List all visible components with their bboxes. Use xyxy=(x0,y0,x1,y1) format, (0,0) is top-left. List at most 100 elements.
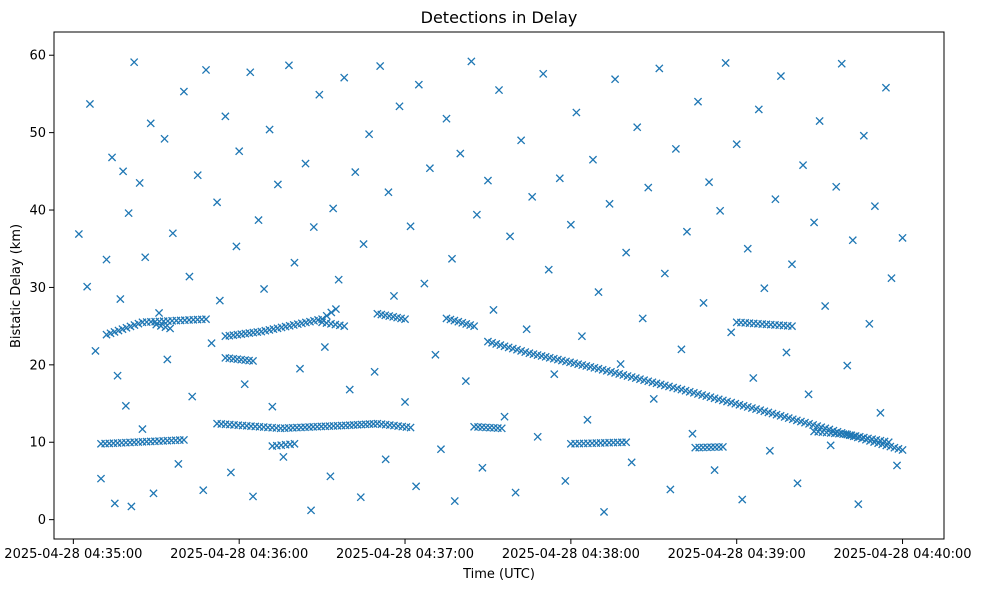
data-point xyxy=(235,147,244,156)
data-point xyxy=(161,323,170,332)
data-point xyxy=(174,459,183,468)
data-point xyxy=(627,458,636,467)
data-point xyxy=(376,61,385,71)
data-point xyxy=(583,415,592,424)
plot-frame xyxy=(53,31,945,540)
x-tick-label: 2025-04-28 04:36:00 xyxy=(170,547,308,562)
data-point xyxy=(160,134,169,143)
data-point xyxy=(420,279,429,288)
chart-title: Detections in Delay xyxy=(421,8,578,27)
data-point xyxy=(290,258,299,267)
data-point xyxy=(279,452,288,462)
data-point xyxy=(533,432,542,441)
data-markers xyxy=(74,57,907,516)
data-point xyxy=(810,218,819,227)
data-point xyxy=(166,324,175,333)
data-point xyxy=(185,272,194,281)
data-point xyxy=(898,233,907,242)
data-point xyxy=(254,216,263,225)
data-point xyxy=(550,370,559,379)
data-point xyxy=(116,294,125,304)
data-point xyxy=(826,441,835,450)
x-tick-label: 2025-04-28 04:35:00 xyxy=(4,547,142,562)
data-point xyxy=(384,188,393,197)
data-point xyxy=(870,202,879,211)
data-point xyxy=(207,339,216,348)
data-point xyxy=(232,242,241,251)
data-point xyxy=(787,322,797,331)
data-point xyxy=(461,377,470,386)
data-point xyxy=(96,474,106,483)
data-point xyxy=(848,236,857,245)
data-point xyxy=(854,500,863,509)
data-point xyxy=(331,305,340,314)
data-point xyxy=(127,502,136,511)
data-point xyxy=(472,210,481,219)
data-point xyxy=(577,332,586,341)
data-point xyxy=(301,159,310,168)
data-point xyxy=(760,284,769,293)
data-point xyxy=(351,168,360,177)
data-point xyxy=(168,229,177,238)
data-point xyxy=(832,182,841,191)
data-point xyxy=(478,463,487,472)
data-point xyxy=(804,390,813,399)
data-point xyxy=(505,232,515,241)
data-point xyxy=(265,125,274,134)
data-point xyxy=(710,466,719,475)
data-point xyxy=(782,348,791,357)
data-point xyxy=(497,424,506,433)
data-point xyxy=(793,479,802,488)
data-point xyxy=(644,183,653,192)
data-point xyxy=(765,446,774,455)
data-point xyxy=(787,260,797,269)
data-point xyxy=(248,356,258,366)
data-point xyxy=(611,75,620,84)
data-point xyxy=(539,69,548,78)
data-point xyxy=(414,80,423,89)
x-tick-label: 2025-04-28 04:39:00 xyxy=(668,547,806,562)
data-point xyxy=(356,493,365,502)
data-point xyxy=(771,195,780,204)
y-axis-label: Bistatic Delay (km) xyxy=(9,224,24,348)
data-point xyxy=(798,161,808,170)
data-point xyxy=(201,65,211,74)
data-point xyxy=(146,119,155,128)
data-point xyxy=(406,423,415,432)
data-point xyxy=(544,265,553,274)
data-point xyxy=(156,321,165,330)
y-tick-label: 0 xyxy=(38,513,46,528)
y-tick-label: 10 xyxy=(29,436,46,451)
data-point xyxy=(102,255,111,264)
data-point xyxy=(743,244,752,253)
data-point xyxy=(83,282,92,291)
data-point xyxy=(566,220,575,229)
data-point xyxy=(561,476,570,486)
data-point xyxy=(91,346,100,355)
data-point xyxy=(682,227,692,236)
x-tick-label: 2025-04-28 04:38:00 xyxy=(502,547,640,562)
data-point xyxy=(138,425,147,434)
x-axis-ticks: 2025-04-28 04:35:00 2025-04-28 04:36:00 20… xyxy=(4,539,972,562)
data-point xyxy=(843,361,852,370)
data-point xyxy=(425,164,434,173)
data-point xyxy=(511,488,520,497)
data-point xyxy=(436,445,446,454)
data-point xyxy=(677,345,686,354)
data-point xyxy=(887,274,896,283)
data-point xyxy=(400,315,410,324)
data-point xyxy=(666,485,675,494)
data-point xyxy=(326,472,335,481)
data-point xyxy=(483,176,493,185)
data-point xyxy=(876,408,885,417)
data-point xyxy=(130,58,139,67)
data-point xyxy=(163,355,172,364)
y-tick-label: 20 xyxy=(29,358,46,373)
data-point xyxy=(135,178,144,187)
data-point xyxy=(716,206,725,215)
data-point xyxy=(113,371,122,380)
data-point xyxy=(572,108,581,117)
data-point xyxy=(688,429,697,438)
data-point xyxy=(450,497,459,506)
